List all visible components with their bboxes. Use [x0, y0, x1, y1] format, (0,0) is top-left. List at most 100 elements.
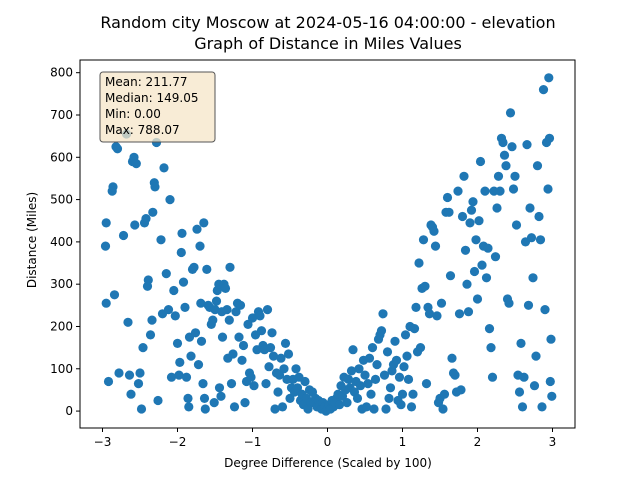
data-point	[247, 313, 258, 323]
data-point	[133, 379, 144, 389]
y-tick-label: 300	[50, 277, 73, 291]
data-point	[421, 379, 432, 389]
y-tick-label: 600	[50, 150, 73, 164]
data-point	[170, 311, 180, 321]
data-point	[216, 391, 226, 401]
data-point	[267, 328, 277, 338]
data-point	[268, 351, 279, 361]
data-point	[394, 372, 405, 382]
y-tick-label: 700	[50, 108, 73, 122]
stats-min: Min: 0.00	[105, 107, 161, 121]
data-point	[493, 171, 504, 181]
data-point	[544, 73, 554, 83]
data-point	[429, 226, 439, 236]
data-point	[498, 137, 508, 148]
data-point	[547, 391, 557, 401]
data-point	[217, 332, 228, 342]
x-tick-label: 0	[324, 435, 332, 449]
data-point	[243, 319, 253, 329]
data-point	[456, 385, 466, 395]
x-tick-label: −1	[244, 435, 262, 449]
data-point	[138, 343, 148, 353]
data-point	[209, 398, 219, 408]
chart-title: Random city Moscow at 2024-05-16 04:00:0…	[100, 13, 555, 32]
data-point	[178, 277, 189, 287]
data-point	[511, 220, 522, 230]
data-point	[510, 171, 520, 181]
data-point	[360, 370, 370, 380]
data-point	[161, 269, 171, 279]
data-point	[460, 245, 471, 255]
data-point	[126, 389, 136, 399]
data-point	[529, 381, 540, 391]
data-point	[229, 402, 240, 412]
data-point	[276, 353, 286, 363]
data-point	[526, 233, 537, 243]
x-axis-label: Degree Difference (Scaled by 100)	[224, 456, 432, 470]
data-point	[100, 241, 111, 251]
data-point	[501, 161, 511, 171]
data-point	[481, 273, 492, 283]
data-point	[397, 389, 408, 399]
data-point	[379, 370, 390, 380]
x-axis-ticks: −3 −2 −1 0 1 2 3	[94, 428, 556, 449]
stats-mean: Mean: 211.77	[105, 75, 188, 89]
data-point	[525, 203, 535, 213]
data-point	[235, 300, 246, 310]
stats-median: Median: 149.05	[105, 91, 199, 105]
data-point	[184, 402, 194, 412]
data-point	[346, 366, 357, 376]
data-point	[123, 317, 133, 327]
data-point	[112, 144, 123, 154]
data-point	[131, 159, 141, 169]
data-point	[370, 374, 381, 384]
data-point	[246, 372, 256, 382]
data-point	[265, 343, 276, 353]
y-tick-label: 500	[50, 193, 73, 207]
data-point	[453, 186, 463, 196]
data-point	[165, 195, 175, 205]
data-point	[445, 271, 456, 281]
data-point	[438, 404, 448, 414]
data-point	[211, 296, 222, 306]
data-point	[462, 279, 472, 289]
data-point	[487, 372, 498, 382]
data-point	[150, 182, 160, 192]
data-point	[198, 379, 208, 389]
data-point	[517, 402, 528, 412]
data-point	[334, 400, 345, 410]
data-point	[477, 260, 487, 270]
data-point	[199, 393, 210, 403]
data-point	[439, 389, 450, 399]
data-point	[505, 108, 516, 118]
data-point	[231, 307, 241, 317]
y-tick-label: 800	[50, 66, 73, 80]
scatter-points	[100, 73, 557, 416]
data-point	[471, 235, 481, 245]
data-point	[469, 266, 480, 277]
data-point	[528, 273, 538, 283]
data-point	[177, 228, 187, 238]
data-point	[166, 372, 177, 382]
data-point	[402, 351, 412, 361]
data-point	[249, 381, 259, 391]
data-point	[279, 364, 289, 374]
data-point	[442, 192, 453, 203]
data-point	[156, 235, 166, 245]
data-point	[409, 324, 420, 334]
data-point	[202, 264, 212, 274]
data-point	[148, 207, 158, 217]
data-point	[472, 294, 483, 304]
data-point	[414, 258, 424, 268]
data-point	[273, 387, 283, 397]
x-tick-label: −2	[169, 435, 187, 449]
data-point	[363, 379, 373, 389]
data-point	[534, 211, 544, 222]
data-point	[270, 404, 280, 414]
data-point	[381, 404, 391, 414]
data-point	[384, 393, 394, 403]
data-point	[145, 330, 156, 340]
data-point	[222, 305, 232, 315]
data-point	[447, 353, 457, 363]
data-point	[399, 362, 409, 372]
